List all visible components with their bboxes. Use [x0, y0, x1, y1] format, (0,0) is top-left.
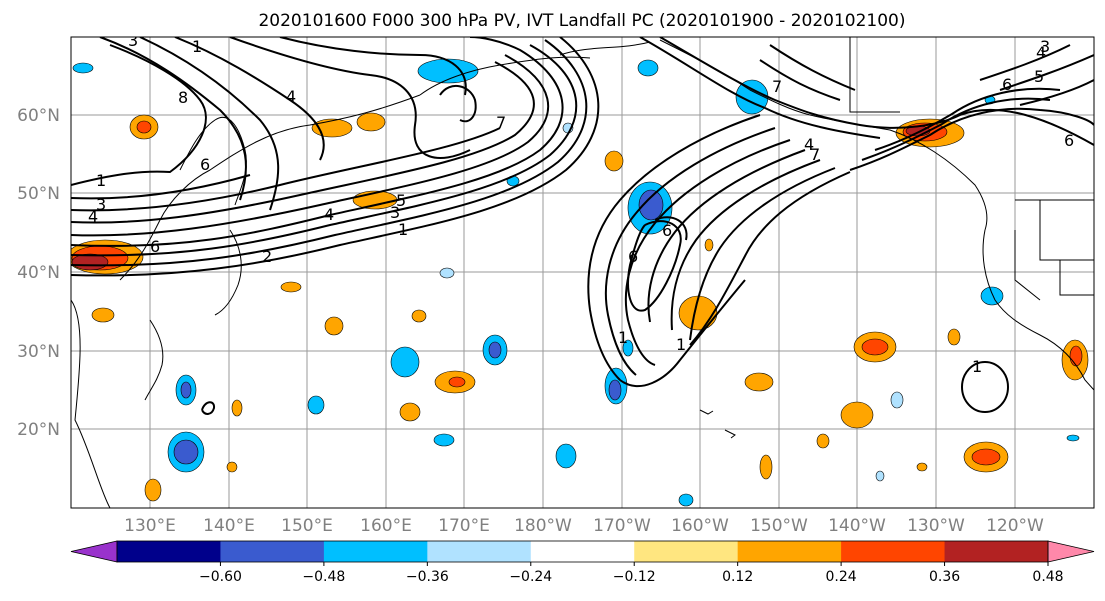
- latitude-labels: 60°N 50°N 40°N 30°N 20°N: [17, 106, 60, 440]
- contour-label: 6: [1064, 131, 1074, 150]
- lon-label: 160°E: [360, 516, 412, 536]
- contour-label: 4: [88, 207, 98, 226]
- ivt-anomaly-fills: [71, 58, 1089, 507]
- contour-label: 2: [262, 247, 272, 266]
- colorbar: −0.60 −0.48 −0.36 −0.24 −0.12 0.12 0.24 0.36 0.4…: [70, 540, 1095, 585]
- colorbar-tick-label: −0.48: [302, 569, 345, 585]
- colorbar-segment: [841, 541, 946, 562]
- colorbar-segment: [634, 541, 739, 562]
- contour-label: 1: [192, 37, 202, 56]
- lon-label: 140°W: [828, 516, 886, 536]
- lon-label: 180°W: [514, 516, 572, 536]
- contour-label: 3: [96, 195, 106, 214]
- colorbar-segment: [737, 541, 842, 562]
- colorbar-extend-low: [70, 540, 118, 563]
- colorbar-tick-label: 0.36: [929, 569, 960, 585]
- lon-label: 170°E: [438, 516, 490, 536]
- colorbar-segment: [323, 541, 428, 562]
- colorbar-segment: [530, 541, 635, 562]
- contour-label: 8: [178, 88, 188, 107]
- contour-label: 3: [128, 31, 138, 50]
- contour-label: 7: [496, 113, 506, 132]
- colorbar-frame: [116, 540, 1049, 563]
- colorbar-tick-label: −0.24: [509, 569, 552, 585]
- contour-label: 1: [398, 220, 408, 239]
- lon-label: 160°W: [671, 516, 729, 536]
- contour-label: 7: [810, 145, 820, 164]
- contour-label: 1: [676, 335, 686, 354]
- lat-label: 60°N: [17, 106, 60, 126]
- lon-label: 120°W: [986, 516, 1044, 536]
- lat-label: 50°N: [17, 184, 60, 204]
- contour-label: 3: [390, 203, 400, 222]
- lon-label: 150°W: [750, 516, 808, 536]
- lon-label: 170°W: [593, 516, 651, 536]
- contour-label: 5: [1034, 67, 1044, 86]
- contour-label: 6: [200, 155, 210, 174]
- lon-label: 150°E: [281, 516, 333, 536]
- pv-contours: [71, 37, 1094, 415]
- contour-label: 4: [324, 205, 334, 224]
- contour-label: 6: [662, 221, 672, 240]
- colorbar-segment: [427, 541, 532, 562]
- contour-labels: 3 1 4 8 6 7 4 1 3 4 2 6 3 5 4 6 1 7 6 6 …: [88, 31, 1074, 376]
- colorbar-segment: [117, 541, 221, 562]
- colorbar-tick-label: 0.48: [1032, 569, 1063, 585]
- longitude-labels: 130°E 140°E 150°E 160°E 170°E 180°W 170°…: [124, 516, 1044, 536]
- colorbar-tick-label: −0.12: [613, 569, 656, 585]
- lon-label: 140°E: [203, 516, 255, 536]
- colorbar-segment: [220, 541, 325, 562]
- colorbar-extend-high: [1047, 540, 1095, 563]
- lat-label: 40°N: [17, 263, 60, 283]
- contour-label: 4: [286, 87, 296, 106]
- colorbar-tick-label: −0.60: [199, 569, 242, 585]
- contour-label: 1: [96, 171, 106, 190]
- contour-label: 1: [618, 328, 628, 347]
- lon-label: 130°W: [907, 516, 965, 536]
- contour-label: 6: [150, 237, 160, 256]
- contour-label: 7: [772, 77, 782, 96]
- map-title: 2020101600 F000 300 hPa PV, IVT Landfall…: [258, 11, 905, 31]
- lat-label: 20°N: [17, 420, 60, 440]
- lon-label: 130°E: [124, 516, 176, 536]
- map-frame: [70, 36, 1095, 509]
- contour-label: 6: [628, 247, 638, 266]
- colorbar-segment: [944, 541, 1049, 562]
- lat-label: 30°N: [17, 342, 60, 362]
- colorbar-tick-label: 0.12: [722, 569, 753, 585]
- contour-label: 3: [1040, 37, 1050, 56]
- contour-label: 1: [972, 357, 982, 376]
- contour-label: 5: [396, 191, 406, 210]
- colorbar-tick-label: −0.36: [406, 569, 449, 585]
- contour-label: 6: [1002, 75, 1012, 94]
- colorbar-tick-label: 0.24: [826, 569, 857, 585]
- contour-label: 4: [1036, 43, 1046, 62]
- contour-label: 4: [804, 135, 814, 154]
- gridlines: [71, 37, 1094, 508]
